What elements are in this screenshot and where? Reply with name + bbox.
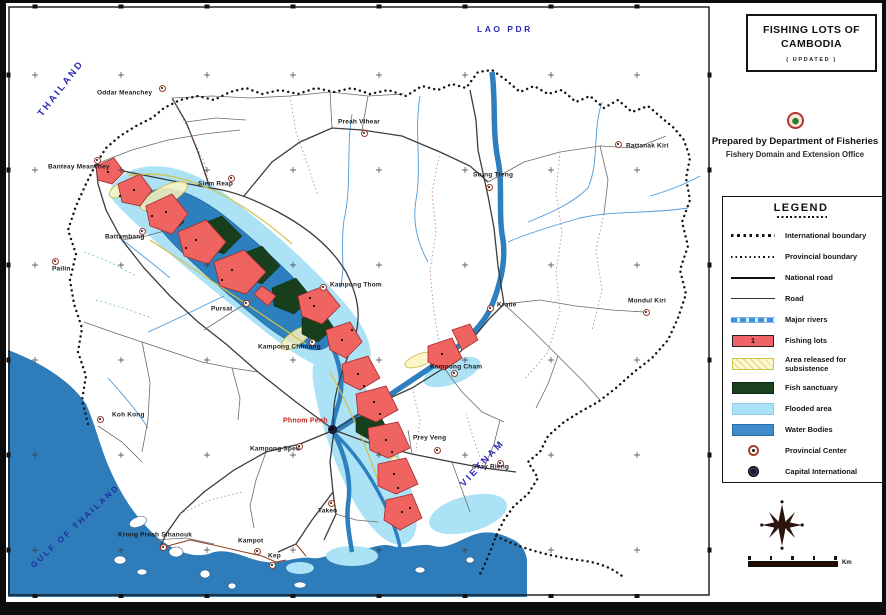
legend-item-fish-sanctuary: Fish sanctuary	[731, 377, 882, 398]
prov-boundary-swatch	[731, 255, 775, 258]
legend-box: LEGEND International boundary Provincial…	[722, 196, 883, 483]
gulf-of-thailand-sea	[8, 350, 527, 597]
major-rivers-swatch	[731, 317, 775, 323]
legend-label: Provincial Center	[785, 446, 847, 456]
islands	[113, 516, 475, 590]
capital-international-symbol	[747, 466, 759, 478]
legend-label: Fishing lots	[785, 336, 828, 346]
scale-tick	[748, 556, 751, 560]
legend-item-road: Road	[731, 288, 882, 309]
fishing-lot-number-dots	[106, 170, 444, 514]
fishing-lots-swatch: 1	[731, 334, 775, 347]
legend-title-underline	[777, 216, 827, 219]
national-road-line	[731, 276, 775, 279]
map-neatline	[8, 6, 710, 596]
road-line	[731, 298, 775, 300]
legend-item-water-bodies: Water Bodies	[731, 419, 882, 440]
legend-label: Water Bodies	[785, 425, 833, 435]
graticule-crosses	[32, 72, 640, 553]
fishing-lot-number: 1	[750, 336, 756, 346]
legend-item-major-rivers: Major rivers	[731, 309, 882, 330]
map-title-updated: ( UPDATED )	[786, 57, 837, 64]
legend-item-flooded-area: Flooded area	[731, 398, 882, 419]
district-boundaries	[83, 251, 153, 319]
scale-tick	[834, 556, 837, 560]
prov-boundary-line	[731, 255, 775, 258]
legend-item-provincial-boundary: Provincial boundary	[731, 246, 882, 267]
credit-line2: Fishery Domain and Extension Office	[725, 150, 865, 159]
legend-item-area-released: Area released for subsistence	[731, 351, 882, 377]
map-title-line2: CAMBODIA	[781, 37, 842, 50]
international-boundary	[66, 68, 692, 580]
legend-label: Road	[785, 294, 804, 304]
intl-boundary-swatch	[731, 234, 775, 238]
legend-label: Area released for subsistence	[785, 355, 847, 374]
fish-sanctuary-box	[732, 381, 774, 394]
legend-item-national-road: National road	[731, 267, 882, 288]
legend-label: National road	[785, 273, 833, 283]
water-bodies-box	[732, 423, 774, 436]
scale-tick	[812, 556, 815, 560]
legend-label: Fish sanctuary	[785, 383, 838, 393]
scale-tick	[791, 556, 794, 560]
legend-label: International boundary	[785, 231, 867, 241]
water-bodies-swatch	[731, 423, 775, 436]
legend-label: Capital International	[785, 467, 858, 477]
scale-bar-ticks	[748, 556, 837, 560]
credit-block: Prepared by Department of Fisheries Fish…	[706, 112, 884, 159]
legend-label: Provincial boundary	[785, 252, 858, 262]
area-released-box	[732, 358, 774, 371]
major-rivers-line	[731, 317, 775, 323]
legend-title: LEGEND	[773, 202, 829, 214]
credit-line1: Prepared by Department of Fisheries	[711, 136, 879, 147]
scale-bar: Km	[748, 556, 868, 570]
fish-sanctuary-swatch	[731, 381, 775, 394]
map-title-line1: FISHING LOTS OF	[763, 24, 860, 36]
legend-label: Flooded area	[785, 404, 832, 414]
legend-item-fishing-lots: 1 Fishing lots	[731, 330, 882, 351]
fisheries-logo-icon	[786, 112, 804, 129]
legend-item-international-boundary: International boundary	[731, 225, 882, 246]
map-title-box: FISHING LOTS OF CAMBODIA ( UPDATED )	[746, 14, 877, 72]
intl-boundary-line	[731, 234, 775, 238]
flooded-area-swatch	[731, 402, 775, 415]
road-swatch	[731, 298, 775, 300]
provincial-boundaries	[171, 95, 605, 515]
fishing-lot-box: 1	[732, 334, 774, 347]
legend-label: Major rivers	[785, 315, 828, 325]
scale-bar-unit: Km	[842, 560, 852, 566]
area-released-swatch	[731, 358, 775, 371]
flooded-area-box	[732, 402, 774, 415]
legend-item-provincial-center: Provincial Center	[731, 440, 882, 461]
fishing-lots	[95, 157, 479, 531]
provincial-center-swatch	[731, 445, 775, 457]
provincial-center-symbol	[747, 445, 759, 457]
compass-rose-icon	[760, 500, 804, 550]
national-road-swatch	[731, 276, 775, 279]
roads	[83, 91, 667, 545]
legend-item-capital-international: Capital International	[731, 461, 882, 482]
coastal-roads	[159, 539, 307, 563]
capital-international-swatch	[731, 466, 775, 478]
scale-tick	[769, 556, 772, 560]
scale-bar-rule	[748, 561, 838, 567]
